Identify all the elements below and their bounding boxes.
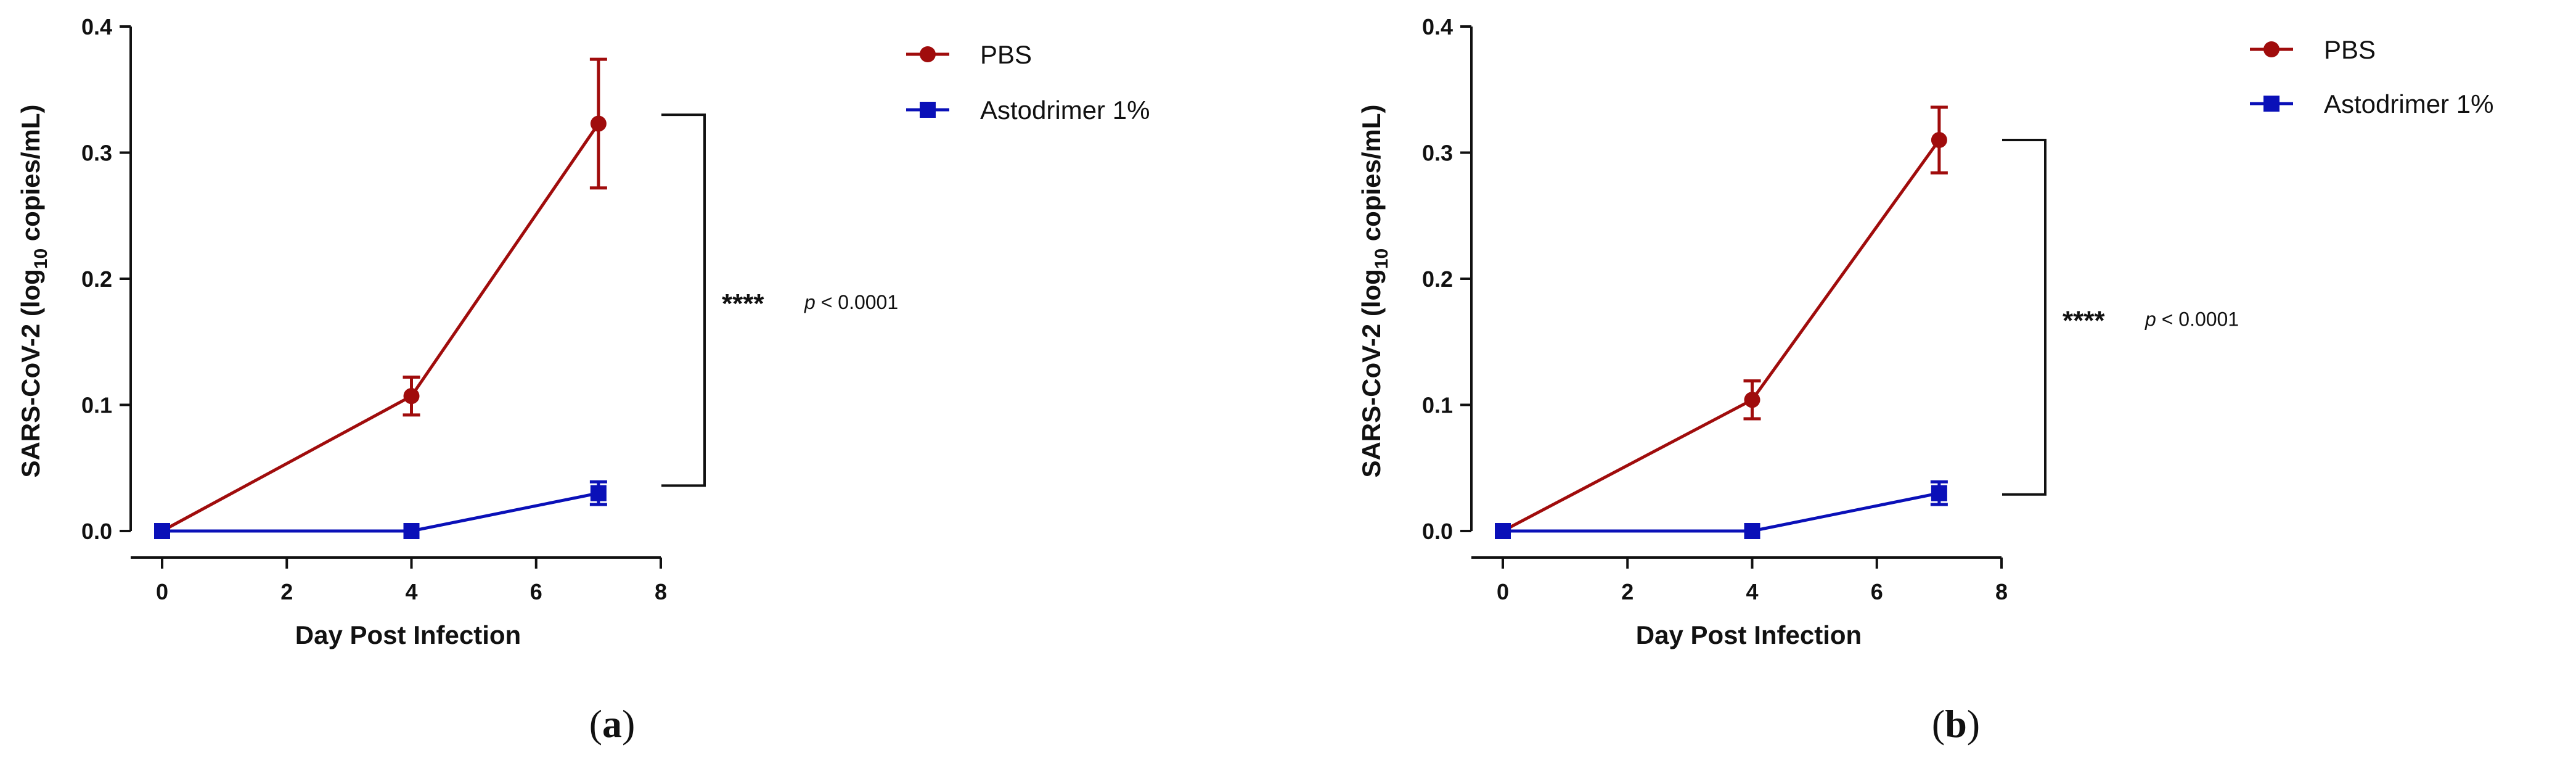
data-point-pbs [1931,132,1947,149]
y-tick-label: 0.2 [81,266,112,292]
y-tick-label: 0.3 [1422,141,1453,166]
legend-marker-astodrimer [920,102,936,118]
panel-label: (a) [589,702,636,746]
panel-label-letter: b [1945,702,1967,746]
x-tick-label: 0 [1497,579,1509,604]
x-axis-title: Day Post Infection [295,620,521,649]
x-tick-label: 4 [405,579,417,604]
data-point-astodrimer [154,523,170,539]
data-point-astodrimer [1495,523,1511,539]
significance-stars: **** [2063,305,2105,336]
y-tick-label: 0.3 [81,141,112,166]
x-tick-label: 8 [655,579,667,604]
data-point-astodrimer [403,523,420,539]
significance-bracket [2002,139,2046,496]
panel-label-close: ) [622,702,635,746]
data-point-pbs [1744,392,1760,408]
significance-p-value: p < 0.0001 [804,291,898,313]
p-symbol: p [804,291,816,313]
y-axis-title-main: SARS-CoV-2 (log [1357,269,1386,477]
chart-panel-a: 0.0 0.1 0.2 0.3 0.4 0 2 4 6 8 Day Post Infection SA… [16,14,1150,746]
y-tick-label: 0.4 [81,14,112,39]
legend-label-astodrimer: Astodrimer 1% [2324,89,2493,118]
panel-label-close: ) [1967,702,1980,746]
y-tick-label: 0.0 [81,519,112,544]
x-tick-label: 2 [280,579,293,604]
series-line-pbs [161,123,600,533]
data-point-astodrimer [590,485,607,501]
y-axis-title-main: SARS-CoV-2 (log [16,269,45,477]
panel-label-letter: a [602,702,622,746]
data-point-pbs [403,388,420,405]
series-line-pbs [1502,139,1940,533]
panel-label-open: ( [589,702,602,746]
y-axis-title: SARS-CoV-2 (log10 copies/mL) [16,104,51,477]
panel-label-open: ( [1932,702,1945,746]
y-axis-title: SARS-CoV-2 (log10 copies/mL) [1357,104,1392,477]
legend-marker-pbs [920,46,936,62]
y-tick-label: 0.2 [1422,266,1453,292]
data-point-astodrimer [1744,523,1760,539]
x-tick-label: 6 [530,579,542,604]
y-axis-title-end: copies/mL) [16,104,45,248]
data-point-astodrimer [1931,485,1947,501]
x-tick-label: 2 [1621,579,1634,604]
chart-panel-b: 0.0 0.1 0.2 0.3 0.4 0 2 4 6 8 Day Post Infection SA… [1357,14,2493,746]
x-tick-label: 4 [1746,579,1758,604]
y-tick-label: 0.4 [1422,14,1453,39]
y-tick-label: 0.1 [81,393,112,418]
significance-p-value: p < 0.0001 [2145,308,2239,330]
significance-bracket [661,113,706,487]
series-line-astodrimer [162,492,599,533]
y-axis-title-subscript: 10 [31,249,51,269]
x-axis-title: Day Post Infection [1636,620,1862,649]
p-symbol: p [2145,308,2156,330]
x-tick-label: 8 [1995,579,2008,604]
y-tick-label: 0.1 [1422,393,1453,418]
y-axis-title-subscript: 10 [1372,249,1392,269]
y-axis-title-end: copies/mL) [1357,104,1386,248]
p-value-text: < 0.0001 [2156,308,2239,330]
legend-label-pbs: PBS [2324,35,2376,64]
legend-marker-pbs [2263,41,2280,57]
series-line-astodrimer [1503,492,1940,533]
x-tick-label: 6 [1871,579,1883,604]
panel-label: (b) [1932,702,1980,746]
data-point-pbs [590,115,607,132]
legend-label-astodrimer: Astodrimer 1% [980,96,1150,125]
y-tick-label: 0.0 [1422,519,1453,544]
legend-label-pbs: PBS [980,40,1032,69]
legend-marker-astodrimer [2263,96,2280,112]
p-value-text: < 0.0001 [816,291,898,313]
significance-stars: **** [722,289,764,319]
x-tick-label: 0 [156,579,168,604]
